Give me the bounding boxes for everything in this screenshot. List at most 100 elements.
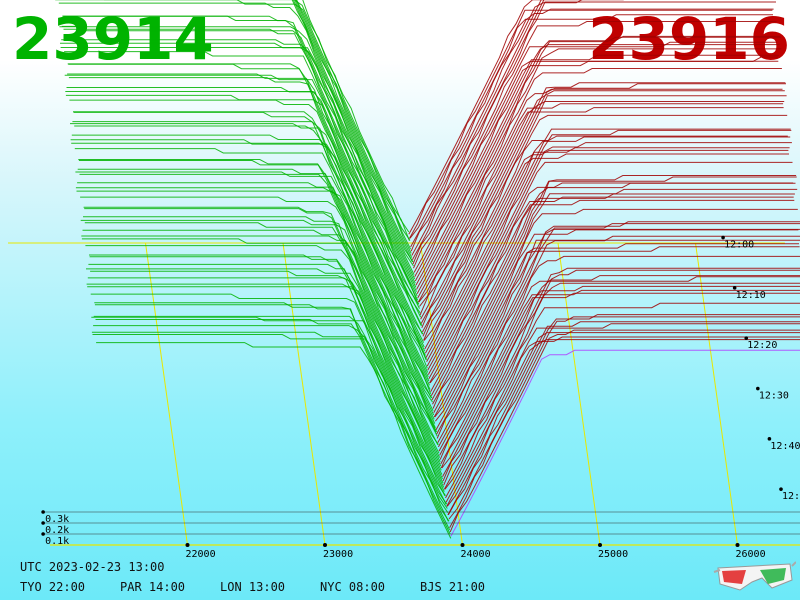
bid-profile-line — [68, 63, 424, 335]
depth-tick-label: 0.1k — [45, 536, 69, 547]
bid-profile-line — [89, 256, 445, 492]
bid-profile-line — [91, 316, 447, 505]
price-tick-label: 23000 — [323, 549, 353, 560]
bid-profile-line — [83, 206, 439, 445]
bid-profile-line — [94, 304, 451, 531]
ask-profile-line — [439, 255, 800, 460]
ask-profile-line — [417, 36, 781, 299]
ask-profile-line — [426, 136, 791, 367]
bid-profile-line — [75, 171, 431, 390]
bid-profile-line — [68, 77, 425, 343]
ask-profile-line — [449, 316, 800, 528]
bid-profile-line — [73, 111, 429, 373]
bid-profile-line — [81, 235, 437, 433]
bid-profile-line — [79, 173, 435, 420]
ask-profile-line — [414, 60, 779, 282]
ask-profile-line — [442, 285, 800, 477]
bid-profile-line — [72, 121, 428, 369]
3d-glasses-icon[interactable] — [712, 558, 796, 594]
ask-profile-line — [429, 161, 793, 384]
bid-profile-line — [94, 302, 450, 522]
ask-profile-line — [439, 235, 800, 456]
ask-profile-line — [427, 129, 792, 375]
depth-tick-dot — [41, 510, 45, 514]
ask-profile-line — [436, 246, 800, 435]
bid-profile-line — [71, 134, 428, 360]
bid-profile-line — [60, 42, 416, 280]
x-gridline-22000 — [145, 242, 188, 546]
ask-profile-line — [423, 95, 787, 341]
bid-profile-line — [83, 216, 439, 446]
bid-profile-line — [58, 2, 414, 267]
bid-profile-line — [85, 245, 441, 463]
x-gridline-26000 — [695, 242, 738, 546]
ask-profile-line — [440, 276, 800, 465]
time-tick-dot — [732, 286, 737, 290]
bid-profile-line — [84, 208, 440, 454]
time-tick-label: 12:10 — [736, 290, 766, 301]
bid-profile-line — [294, 0, 413, 258]
time-tick-label: 12:50 — [782, 491, 800, 502]
ask-profile-line — [419, 88, 783, 307]
ask-profile-line — [440, 289, 800, 469]
time-tick-label: 12:40 — [770, 441, 800, 452]
ask-profile-line — [432, 175, 797, 409]
ask-profile-line — [430, 199, 795, 397]
ask-profile-line — [447, 321, 800, 516]
bid-profile-line — [64, 51, 420, 305]
depth-tick-label: 0.3k — [45, 514, 69, 525]
ask-profile-line — [421, 82, 786, 333]
bid-profile-line — [87, 277, 443, 480]
paris-time: PAR 14:00 — [120, 580, 186, 594]
price-tick-label: 25000 — [598, 549, 628, 560]
depth-tick-label: 0.2k — [45, 525, 69, 536]
bid-profile-line — [55, 0, 411, 241]
time-tick-dot — [744, 336, 749, 340]
ask-profile-line — [413, 21, 777, 269]
bid-profile-line — [86, 268, 442, 467]
bid-profile-line — [61, 39, 417, 288]
ask-profile-line — [418, 68, 782, 303]
bid-profile-line — [302, 0, 410, 233]
ask-profile-line — [446, 339, 800, 507]
ask-profile-line — [442, 275, 800, 482]
ask-profile-line — [409, 14, 773, 239]
bid-profile-line — [92, 334, 448, 509]
bid-profile-line — [291, 0, 414, 263]
ask-profile-line — [445, 302, 800, 499]
ask-profile-line — [435, 243, 799, 431]
ask-profile-line — [413, 41, 778, 273]
ask-profile-line — [425, 153, 789, 358]
ask-profile-line — [417, 48, 782, 303]
ask-profile-line — [441, 292, 800, 469]
bid-profile-line — [103, 0, 410, 241]
bid-profile-line — [93, 325, 449, 513]
ask-profile-line — [416, 44, 780, 290]
ask-profile-line — [445, 323, 800, 503]
ask-profile-line — [408, 0, 624, 235]
bid-profile-line — [82, 229, 438, 437]
ask-profile-line — [444, 282, 800, 490]
bid-profile-line — [74, 125, 430, 382]
bid-profile-line — [63, 28, 419, 305]
bid-profile-line — [81, 238, 438, 433]
depth-tick-dot — [41, 521, 45, 525]
ask-profile-line — [411, 0, 542, 256]
ask-profile-line — [433, 176, 797, 414]
time-tick-label: 12:30 — [759, 391, 789, 402]
ask-profile-line — [416, 35, 781, 294]
bid-profile-line — [80, 196, 436, 424]
ask-profile-line — [424, 149, 789, 354]
bid-profile-line — [69, 99, 425, 348]
ask-profile-line — [419, 103, 784, 316]
price-tick-dot — [185, 543, 190, 547]
ask-profile-line — [421, 90, 785, 328]
bid-profile-line — [80, 219, 436, 429]
bid-profile-line — [75, 187, 432, 394]
bid-profile-line — [295, 0, 412, 254]
ask-profile-line — [420, 101, 785, 324]
bid-profile-line — [70, 123, 426, 352]
bid-profile-line — [77, 168, 433, 403]
depth-chart: 0.1k0.2k0.3k 22000 23000 24000 25000 26000 12:… — [8, 0, 800, 560]
bid-profile-line — [73, 111, 429, 378]
